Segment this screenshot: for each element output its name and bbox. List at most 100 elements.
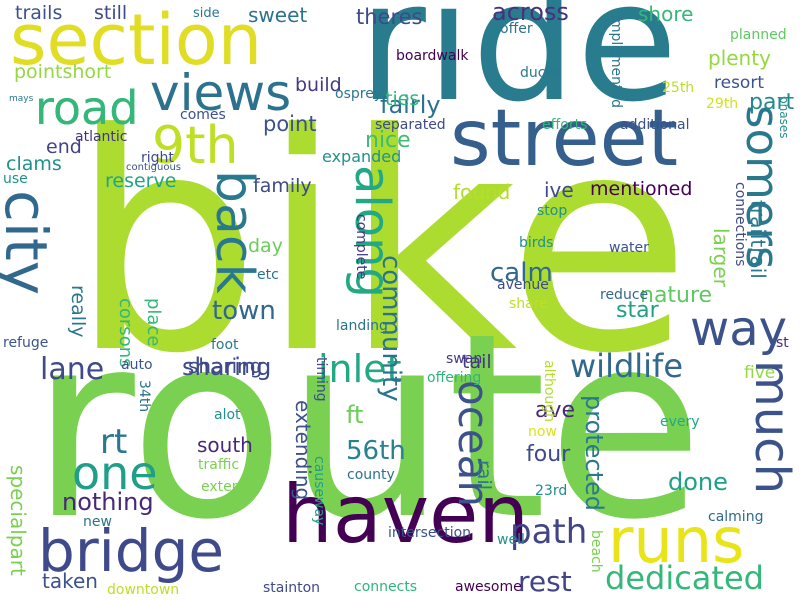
word: city bbox=[0, 190, 60, 296]
word: auto bbox=[121, 357, 153, 373]
word: found bbox=[453, 180, 511, 204]
word: nice bbox=[365, 128, 411, 153]
word: sharing bbox=[182, 353, 272, 381]
word: much bbox=[744, 360, 800, 494]
word: stop bbox=[537, 203, 568, 219]
word: ive bbox=[544, 178, 574, 202]
word: phases bbox=[777, 96, 791, 139]
word: landing bbox=[336, 318, 388, 334]
word: boardwalk bbox=[396, 48, 469, 64]
word: beach bbox=[588, 530, 604, 573]
word: star bbox=[616, 298, 659, 323]
word: bridge bbox=[38, 517, 225, 585]
word: alot bbox=[214, 407, 241, 423]
word: swan bbox=[446, 351, 483, 367]
word: ocean bbox=[449, 380, 498, 507]
word: place bbox=[143, 298, 164, 347]
word: 23rd bbox=[535, 483, 568, 499]
word: awesome bbox=[455, 579, 522, 595]
word: efforts bbox=[542, 117, 588, 133]
word: larger bbox=[709, 228, 733, 287]
word: st bbox=[776, 335, 789, 351]
word: bike bbox=[70, 70, 692, 419]
word: done bbox=[668, 468, 728, 496]
word: additional bbox=[620, 117, 690, 133]
word: expanded bbox=[322, 147, 402, 166]
word: timing bbox=[313, 357, 329, 402]
word: connections bbox=[732, 182, 748, 267]
word: foot bbox=[211, 337, 239, 353]
word: south bbox=[197, 433, 253, 457]
word: trails bbox=[15, 2, 63, 24]
word: now bbox=[528, 424, 557, 440]
word: shore bbox=[638, 2, 694, 26]
word: atlantic bbox=[75, 129, 128, 145]
word: county bbox=[347, 467, 395, 483]
word: stainton bbox=[263, 580, 321, 596]
word: calm bbox=[490, 258, 553, 288]
word: road bbox=[35, 81, 139, 135]
word: end bbox=[46, 136, 82, 158]
word: 34th bbox=[136, 380, 152, 413]
word: clams bbox=[6, 153, 62, 175]
word: use bbox=[3, 171, 28, 187]
word: one bbox=[72, 446, 158, 500]
word: although bbox=[541, 360, 557, 423]
word: street bbox=[450, 94, 679, 184]
word: connects bbox=[354, 579, 418, 595]
word: across bbox=[492, 0, 569, 26]
word: avenue bbox=[497, 277, 549, 293]
word: complete bbox=[353, 214, 369, 280]
word: views bbox=[150, 64, 292, 122]
word: town bbox=[212, 296, 276, 326]
word: 56th bbox=[346, 436, 406, 466]
word: taken bbox=[42, 569, 98, 593]
word: specialpart bbox=[6, 465, 30, 576]
word: traffic bbox=[198, 457, 240, 473]
word: extend bbox=[201, 479, 250, 495]
word: comes bbox=[180, 107, 226, 123]
word: well bbox=[497, 532, 525, 548]
word: sweet bbox=[248, 3, 308, 27]
word: really bbox=[67, 285, 89, 338]
word: pointshort bbox=[14, 61, 112, 83]
word: implemented bbox=[608, 15, 624, 109]
word: water bbox=[609, 240, 649, 256]
word: refuge bbox=[3, 335, 49, 351]
word: side bbox=[193, 6, 220, 21]
word: 29th bbox=[706, 96, 739, 112]
word: calming bbox=[708, 509, 764, 525]
word: family bbox=[253, 175, 312, 197]
word: community bbox=[376, 255, 406, 402]
word: mentioned bbox=[590, 178, 693, 200]
word: every bbox=[660, 414, 700, 430]
word: intersection bbox=[388, 525, 472, 541]
word: contiguous bbox=[126, 162, 182, 173]
word: offer bbox=[500, 21, 533, 37]
word: osprey bbox=[335, 86, 383, 102]
word: 9th bbox=[152, 116, 239, 176]
word: reserve bbox=[105, 170, 177, 192]
word: road bbox=[35, 81, 139, 135]
word: sharing bbox=[188, 354, 263, 378]
word: protected bbox=[580, 395, 608, 512]
word: downtown bbox=[107, 582, 180, 598]
word: section bbox=[10, 0, 263, 81]
word: back bbox=[204, 170, 264, 294]
word: rt bbox=[100, 422, 128, 462]
word: point bbox=[263, 112, 317, 136]
word: rail bbox=[473, 460, 495, 491]
word: ride bbox=[358, 0, 678, 138]
word: five bbox=[744, 363, 776, 383]
word: etc bbox=[257, 267, 279, 283]
word: mays bbox=[9, 94, 34, 104]
word: part bbox=[749, 90, 795, 115]
word: plenty bbox=[708, 46, 771, 70]
word: 25th bbox=[662, 80, 695, 96]
word: separated bbox=[375, 117, 446, 133]
word: planned bbox=[730, 27, 787, 43]
word: new bbox=[83, 514, 112, 530]
word: path bbox=[510, 512, 588, 552]
word: wildlife bbox=[570, 347, 683, 385]
